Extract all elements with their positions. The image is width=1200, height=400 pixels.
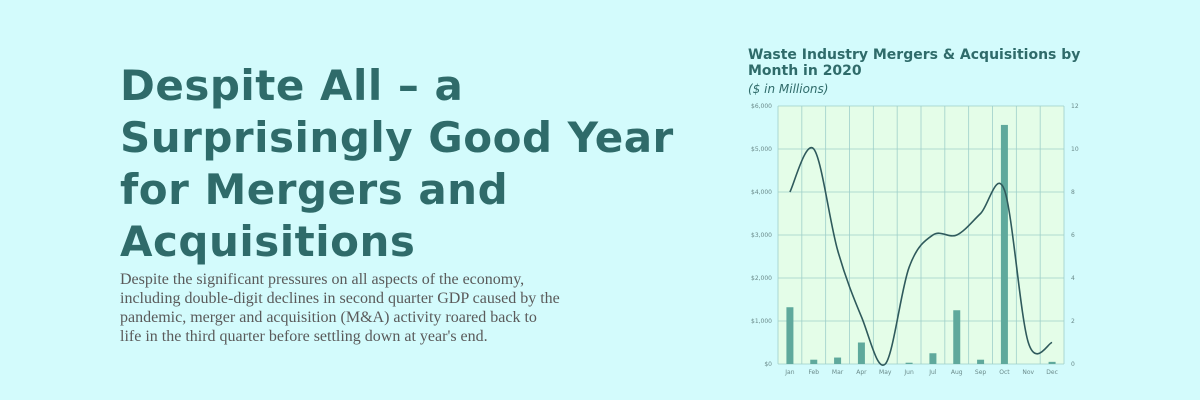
bar xyxy=(857,342,865,364)
chart-title: Waste Industry Mergers & Acquisitions by… xyxy=(748,47,1081,79)
bar xyxy=(1048,361,1056,364)
y2-tick-label: 0 xyxy=(1071,361,1075,368)
x-tick-label: Oct xyxy=(999,369,1010,376)
x-tick-label: Jan xyxy=(784,369,794,376)
y-tick-label: $4,000 xyxy=(751,189,772,196)
y-axis-left: $0 $1,000 $2,000 $3,000 $4,000 $5,000 $6,000 xyxy=(751,103,772,368)
bar xyxy=(810,359,818,364)
x-tick-label: Jul xyxy=(928,369,937,376)
article-body: Despite the significant pressures on all… xyxy=(120,271,560,345)
x-tick-label: Jun xyxy=(903,369,914,376)
y-tick-label: $1,000 xyxy=(751,318,772,325)
x-tick-label: May xyxy=(879,369,892,376)
y2-tick-label: 10 xyxy=(1071,146,1079,153)
x-tick-label: Sep xyxy=(975,369,987,376)
bar xyxy=(953,310,961,364)
x-axis: Jan Feb Mar Apr May Jun Jul Aug Sep Oct Nov Dec xyxy=(784,369,1058,376)
y-tick-label: $6,000 xyxy=(751,103,772,110)
y-axis-right: 0 2 4 6 8 10 12 xyxy=(1071,103,1079,368)
bar xyxy=(786,307,794,364)
y2-tick-label: 6 xyxy=(1071,232,1075,239)
y-tick-label: $5,000 xyxy=(751,146,772,153)
deal-count-line xyxy=(789,146,1053,366)
y2-tick-label: 2 xyxy=(1071,318,1075,325)
x-tick-label: Feb xyxy=(808,369,819,376)
headline: Despite All – a Surprisingly Good Year f… xyxy=(120,61,674,266)
y2-tick-label: 12 xyxy=(1071,103,1079,110)
bar xyxy=(1000,124,1008,364)
bar xyxy=(834,357,842,364)
bars xyxy=(786,124,1056,364)
chart-subtitle: ($ in Millions) xyxy=(748,82,829,96)
x-tick-label: Apr xyxy=(856,369,867,376)
x-tick-label: Mar xyxy=(832,369,844,376)
bar xyxy=(929,353,937,364)
y-tick-label: $0 xyxy=(764,361,772,368)
x-tick-label: Nov xyxy=(1022,369,1034,376)
grid xyxy=(777,105,1065,365)
bar xyxy=(905,362,913,364)
bar xyxy=(977,359,985,364)
x-tick-label: Dec xyxy=(1046,369,1058,376)
line-layer xyxy=(789,146,1053,366)
y-tick-label: $2,000 xyxy=(751,275,772,282)
y2-tick-label: 4 xyxy=(1071,275,1075,282)
x-tick-label: Aug xyxy=(951,369,963,376)
y2-tick-label: 8 xyxy=(1071,189,1075,196)
y-tick-label: $3,000 xyxy=(751,232,772,239)
